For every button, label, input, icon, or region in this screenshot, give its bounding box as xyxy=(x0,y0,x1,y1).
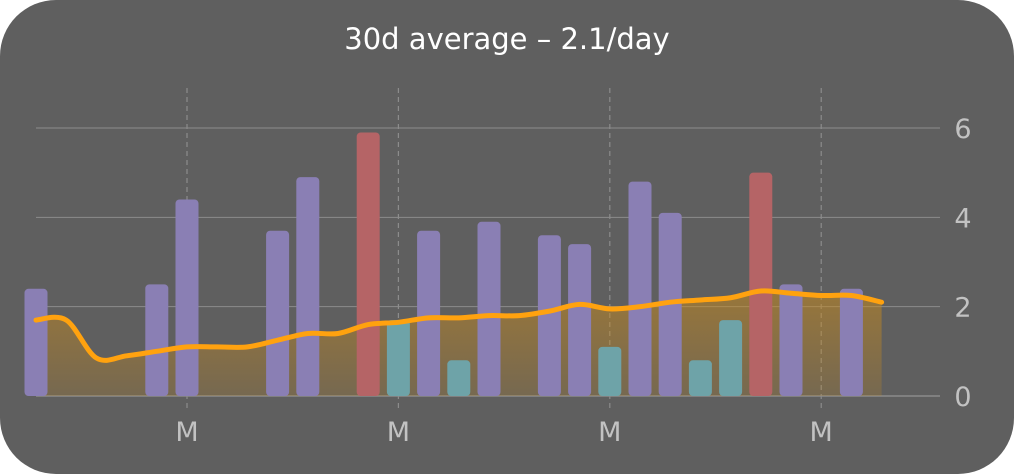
bar xyxy=(296,177,320,396)
line-layer xyxy=(33,288,885,363)
bar xyxy=(24,288,48,396)
bar xyxy=(688,360,712,396)
bar xyxy=(145,284,169,396)
y-tick-label: 0 xyxy=(954,382,971,413)
bar xyxy=(779,284,803,396)
bar xyxy=(749,172,773,396)
bar xyxy=(719,320,743,396)
bar xyxy=(477,221,501,396)
average-line xyxy=(33,288,885,363)
bar xyxy=(356,132,380,396)
bar xyxy=(447,360,471,396)
bar xyxy=(839,288,863,396)
bar xyxy=(266,230,290,396)
bar-layer xyxy=(24,132,863,396)
bar xyxy=(568,244,592,396)
y-tick-label: 4 xyxy=(954,203,971,234)
chart-title: 30d average – 2.1/day xyxy=(344,22,670,56)
bar xyxy=(628,181,652,396)
label-layer: 0 2 4 6 M M M M xyxy=(175,114,971,448)
x-tick-label: M xyxy=(810,417,833,448)
bar xyxy=(537,235,561,396)
y-tick-label: 2 xyxy=(954,293,971,324)
y-tick-label: 6 xyxy=(954,114,971,145)
bar xyxy=(386,320,410,396)
x-tick-label: M xyxy=(598,417,621,448)
bar xyxy=(175,199,199,396)
bar xyxy=(598,346,622,396)
bar xyxy=(417,230,441,396)
x-tick-label: M xyxy=(175,417,198,448)
x-tick-label: M xyxy=(387,417,410,448)
